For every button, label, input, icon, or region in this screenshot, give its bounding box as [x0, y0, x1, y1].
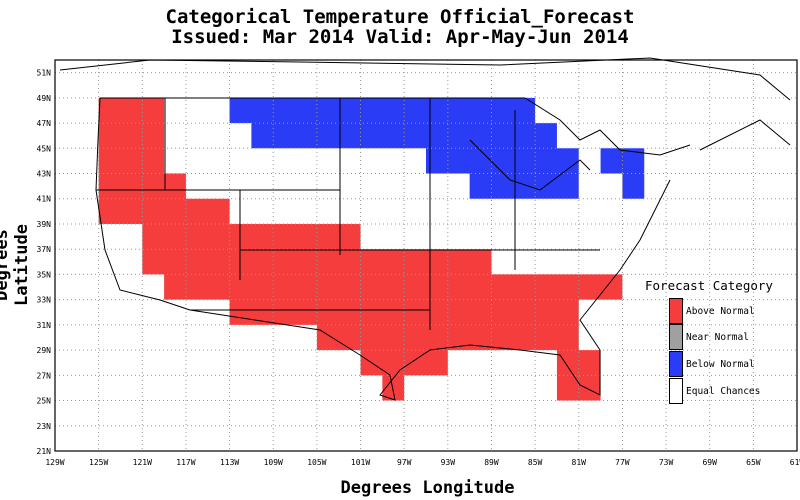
- legend-swatch-below: [669, 351, 683, 377]
- state-line-b: [96, 189, 600, 311]
- y-tick-label: 33N: [37, 296, 52, 305]
- x-tick-label: 89W: [484, 458, 499, 467]
- legend-label-below: Below Normal: [686, 358, 755, 370]
- y-tick-label: 39N: [37, 220, 52, 229]
- x-axis-label: Degrees Longitude: [340, 478, 515, 498]
- x-tick-label: 61W: [790, 458, 800, 467]
- y-tick-label: 29N: [37, 346, 52, 355]
- great-lakes-shore: [469, 139, 591, 191]
- legend-label-near: Near Normal: [686, 331, 749, 343]
- y-tick-label: 37N: [37, 245, 52, 254]
- x-tick-label: 121W: [133, 458, 152, 467]
- legend-swatch-equal: [669, 378, 683, 404]
- legend-item-equal-chances: Equal Chances: [669, 378, 760, 404]
- y-tick-label: 25N: [37, 397, 52, 406]
- y-tick-label: 43N: [37, 170, 52, 179]
- map-title: Categorical Temperature Official_Forecas…: [165, 6, 635, 28]
- x-tick-label: 125W: [89, 458, 108, 467]
- x-tick-label: 73W: [659, 458, 674, 467]
- y-tick-label: 47N: [37, 119, 52, 128]
- y-tick-label: 51N: [37, 69, 52, 78]
- legend-label-above: Above Normal: [686, 305, 755, 317]
- legend-title: Forecast Category: [645, 278, 773, 293]
- legend-label-equal: Equal Chances: [686, 385, 761, 397]
- x-tick-label: 97W: [397, 458, 412, 467]
- region-below-normal-1: [229, 97, 645, 199]
- y-tick-label: 45N: [37, 144, 52, 153]
- x-tick-label: 105W: [307, 458, 326, 467]
- legend-item-above-normal: Above Normal: [669, 298, 755, 324]
- x-tick-label: 93W: [441, 458, 456, 467]
- x-tick-label: 77W: [615, 458, 630, 467]
- x-tick-label: 69W: [702, 458, 717, 467]
- map-frame: [54, 59, 798, 452]
- y-tick-label: 31N: [37, 321, 52, 330]
- y-tick-label: 49N: [37, 94, 52, 103]
- x-tick-label: 117W: [176, 458, 195, 467]
- canada-border: [100, 97, 691, 156]
- legend-swatch-above: [669, 298, 683, 324]
- legend-swatch-near: [669, 324, 683, 350]
- x-tick-label: 81W: [572, 458, 587, 467]
- x-tick-labels: 129W 125W 121W 117W 113W 109W 105W 101W 97W 93W 89…: [45, 458, 800, 467]
- y-tick-label: 27N: [37, 371, 52, 380]
- x-tick-label: 65W: [746, 458, 761, 467]
- y-tick-label: 35N: [37, 270, 52, 279]
- x-tick-label: 109W: [264, 458, 283, 467]
- legend-item-below-normal: Below Normal: [669, 351, 755, 377]
- us-gulf-coast: [189, 179, 671, 401]
- y-tick-label: 21N: [37, 447, 52, 456]
- us-west-coast: [95, 97, 191, 311]
- y-axis-label: Degrees Latitude: [0, 224, 32, 306]
- x-tick-label: 113W: [220, 458, 239, 467]
- x-tick-label: 85W: [528, 458, 543, 467]
- y-tick-label: 41N: [37, 195, 52, 204]
- map-subtitle: Issued: Mar 2014 Valid: Apr-May-Jun 2014: [171, 26, 629, 48]
- y-tick-label: 23N: [37, 422, 52, 431]
- x-tick-label: 101W: [351, 458, 370, 467]
- y-tick-labels: 21N 23N 25N 27N 29N 31N 33N 35N 37N 39N 41N 43N 45N 4…: [37, 69, 52, 456]
- x-tick-label: 129W: [45, 458, 64, 467]
- legend-item-near-normal: Near Normal: [669, 324, 749, 350]
